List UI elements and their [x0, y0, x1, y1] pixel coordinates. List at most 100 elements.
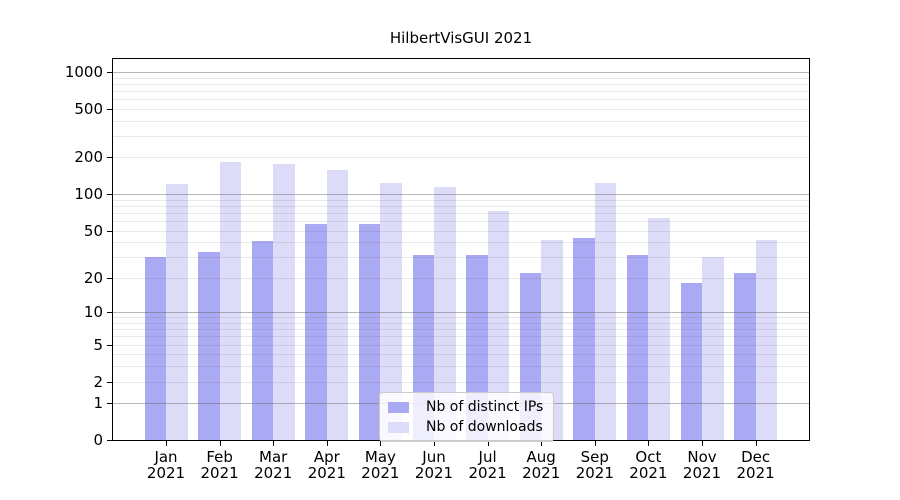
y-tick-label-20: 20 [83, 268, 103, 287]
y-tick-500 [107, 108, 112, 110]
gridline-30 [113, 257, 809, 258]
legend-entry-downloads: Nb of downloads [388, 419, 543, 435]
x-tick-label-jul: Jul 2021 [456, 448, 520, 481]
gridline-500 [113, 108, 809, 110]
x-label-month: May [364, 448, 396, 466]
x-tick-label-aug: Aug 2021 [509, 448, 573, 482]
gridline-400 [113, 120, 809, 122]
x-tick-label-jun: Jun 2021 [402, 449, 466, 482]
gridline-60 [113, 220, 809, 222]
y-tick-5 [107, 344, 112, 346]
x-tick-mar [273, 441, 275, 446]
x-label-year: 2021 [254, 463, 293, 482]
y-tick-100 [107, 194, 112, 196]
x-label-month: Dec [741, 448, 771, 466]
y-tick-label-500: 500 [74, 99, 103, 118]
bar-downloads-jul [487, 211, 510, 440]
x-label-month: Oct [635, 448, 662, 466]
gridline-4 [113, 354, 809, 356]
bar-distinct-ips-feb [198, 252, 220, 440]
x-tick-aug [541, 441, 543, 446]
x-label-month: Mar [259, 448, 288, 466]
bar-distinct-ips-sep [573, 238, 595, 440]
bar-distinct-ips-may [358, 223, 381, 440]
x-label-year: 2021 [736, 463, 775, 482]
x-tick-label-mar: Mar 2021 [241, 448, 305, 482]
legend-label-downloads: Nb of downloads [426, 419, 543, 435]
x-tick-feb [219, 441, 221, 446]
x-label-month: Nov [687, 448, 717, 466]
x-tick-sep [594, 441, 596, 446]
gridline-1000 [113, 71, 809, 73]
bar-distinct-ips-dec [734, 272, 756, 440]
bar-downloads-dec [755, 239, 778, 440]
x-label-month: Jan [154, 448, 178, 466]
bar-downloads-mar [273, 164, 295, 440]
x-tick-jun [434, 441, 435, 446]
y-tick-label-100: 100 [74, 185, 103, 204]
x-tick-label-may: May 2021 [348, 448, 412, 481]
bar-downloads-aug [541, 239, 563, 440]
gridline-9 [113, 317, 809, 319]
bar-distinct-ips-oct [626, 255, 649, 440]
x-tick-label-apr: Apr 2021 [295, 448, 359, 481]
gridline-3 [113, 366, 809, 368]
y-tick-label-1000: 1000 [64, 62, 103, 81]
y-tick-10 [107, 312, 112, 314]
x-tick-dec [755, 441, 757, 446]
legend-label-distinct-ips: Nb of distinct IPs [426, 399, 544, 415]
legend-swatch-distinct-ips-icon [388, 401, 409, 413]
x-tick-label-nov: Nov 2021 [670, 448, 734, 481]
x-tick-label-dec: Dec 2021 [724, 448, 788, 482]
bar-distinct-ips-apr [305, 223, 327, 440]
gridline-800 [113, 83, 809, 85]
gridline-40 [113, 242, 809, 244]
x-label-month: Sep [580, 448, 609, 466]
y-tick-label-2: 2 [93, 372, 103, 391]
x-label-month: Jul [478, 448, 497, 466]
y-tick-label-5: 5 [93, 335, 103, 354]
gridline-6 [113, 336, 809, 338]
gridline-7 [113, 329, 809, 331]
gridline-70 [113, 212, 809, 214]
x-tick-label-feb: Feb 2021 [188, 448, 252, 481]
x-tick-label-oct: Oct 2021 [616, 448, 680, 481]
x-label-year: 2021 [575, 463, 614, 482]
gridline-5 [113, 344, 809, 346]
y-tick-label-1: 1 [93, 394, 103, 413]
x-tick-label-jan: Jan 2021 [134, 448, 198, 482]
gridline-700 [113, 90, 809, 92]
y-tick-2 [107, 381, 112, 383]
bar-downloads-oct [648, 217, 670, 440]
x-label-month: Aug [526, 448, 556, 466]
y-tick-200 [107, 157, 112, 159]
legend-swatch-downloads-icon [388, 421, 409, 433]
x-label-year: 2021 [522, 463, 561, 482]
x-tick-jan [166, 441, 167, 446]
gridline-90 [113, 199, 809, 201]
bar-downloads-jun [434, 187, 456, 440]
x-label-year: 2021 [414, 463, 454, 482]
bar-distinct-ips-mar [251, 240, 274, 440]
gridline-10 [113, 312, 809, 314]
y-tick-label-50: 50 [83, 221, 103, 240]
y-tick-label-0: 0 [93, 431, 103, 449]
gridline-200 [113, 157, 809, 159]
x-label-month: Apr [313, 448, 340, 466]
gridline-8 [113, 322, 809, 324]
x-label-year: 2021 [146, 463, 186, 482]
x-tick-oct [648, 441, 650, 446]
gridlines-layer [113, 59, 809, 440]
x-label-month: Feb [206, 448, 233, 466]
y-tick-20 [107, 277, 112, 279]
bar-downloads-nov [702, 257, 724, 440]
bar-downloads-apr [326, 169, 349, 440]
gridline-50 [113, 230, 809, 232]
plot-area: 0 1 2 5 10 20 50 100 200 500 1000 Jan 2021 Feb 2021 Ma… [65, 58, 810, 480]
y-tick-1000 [107, 71, 112, 73]
chart-title: HilbertVisGUI 2021 [389, 29, 533, 47]
x-tick-label-sep: Sep 2021 [563, 448, 627, 482]
bar-downloads-jan [166, 184, 188, 440]
gridline-600 [113, 99, 809, 100]
